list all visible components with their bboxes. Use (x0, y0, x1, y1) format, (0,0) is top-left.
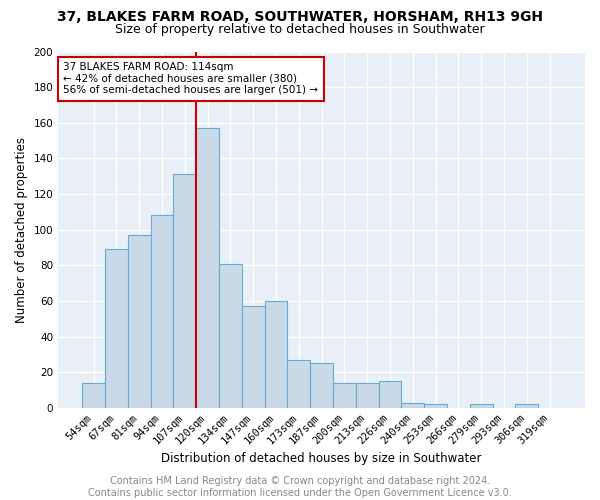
Bar (424, 404, 447, 408)
Bar (196, 128, 219, 408)
Bar (82, 383, 105, 408)
Text: Contains HM Land Registry data © Crown copyright and database right 2024.
Contai: Contains HM Land Registry data © Crown c… (88, 476, 512, 498)
Bar (333, 383, 356, 408)
Bar (379, 382, 401, 408)
Bar (356, 383, 379, 408)
Bar (515, 404, 538, 408)
Y-axis label: Number of detached properties: Number of detached properties (15, 136, 28, 322)
Bar (310, 364, 333, 408)
Bar (151, 216, 173, 408)
Bar (401, 402, 424, 408)
Bar (128, 235, 151, 408)
Bar (242, 306, 265, 408)
Bar (105, 250, 128, 408)
Text: 37, BLAKES FARM ROAD, SOUTHWATER, HORSHAM, RH13 9GH: 37, BLAKES FARM ROAD, SOUTHWATER, HORSHA… (57, 10, 543, 24)
Bar (173, 174, 196, 408)
Text: 37 BLAKES FARM ROAD: 114sqm
← 42% of detached houses are smaller (380)
56% of se: 37 BLAKES FARM ROAD: 114sqm ← 42% of det… (64, 62, 319, 96)
Bar (219, 264, 242, 408)
X-axis label: Distribution of detached houses by size in Southwater: Distribution of detached houses by size … (161, 452, 482, 465)
Bar (265, 301, 287, 408)
Bar (287, 360, 310, 408)
Bar (470, 404, 493, 408)
Text: Size of property relative to detached houses in Southwater: Size of property relative to detached ho… (115, 22, 485, 36)
